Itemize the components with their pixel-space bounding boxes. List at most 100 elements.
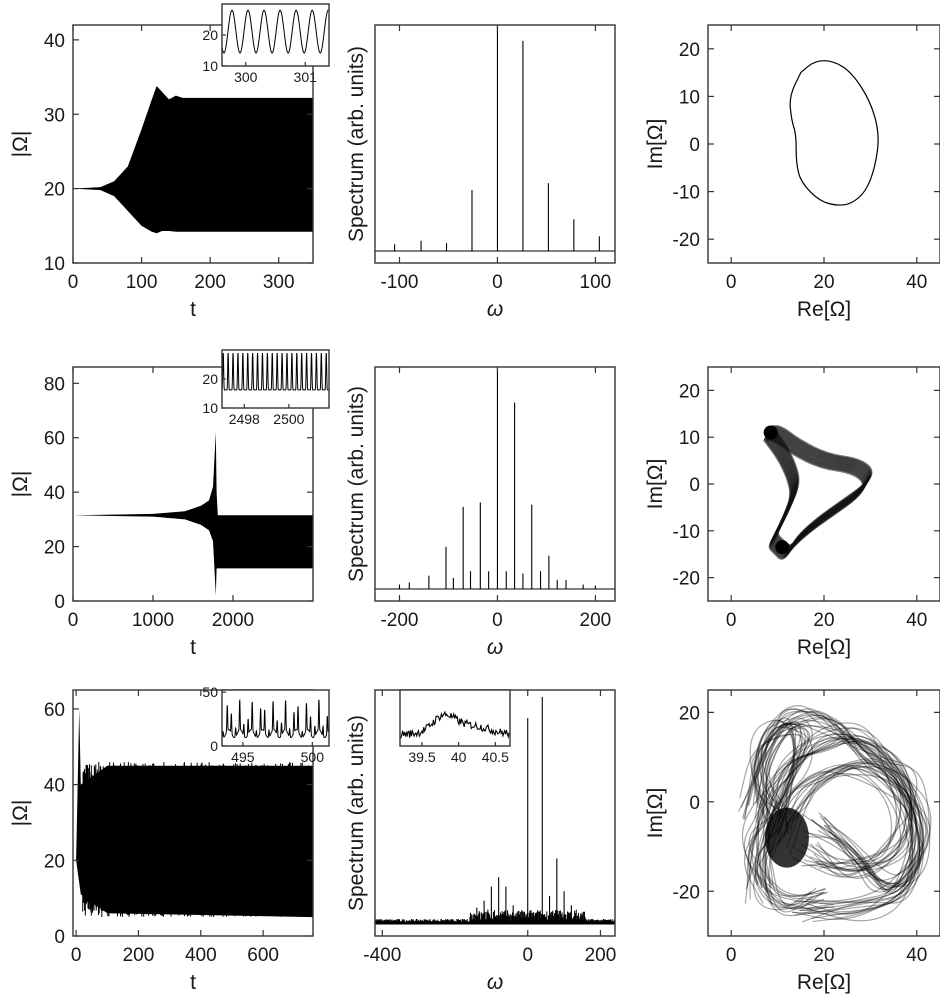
c2-inset: 39.5 40 40.5 bbox=[399, 689, 511, 765]
inset-frame bbox=[221, 689, 330, 747]
inset-spectrum-trace bbox=[399, 710, 510, 739]
c2-plot-area bbox=[375, 697, 615, 925]
phase-trajectory-knot bbox=[763, 425, 778, 440]
y-tick-label: -10 bbox=[673, 522, 700, 543]
phase-trajectory bbox=[746, 727, 913, 922]
y-axis-title: Im[Ω] bbox=[644, 788, 667, 839]
phase-trajectory bbox=[742, 722, 828, 917]
x-axis-title: ω bbox=[487, 298, 503, 321]
time-series-envelope bbox=[73, 432, 313, 596]
phase-trajectory bbox=[765, 719, 931, 888]
x-tick-label: 300 bbox=[263, 272, 295, 293]
c1-frame bbox=[72, 689, 314, 937]
b3-plot-area bbox=[763, 425, 873, 560]
time-series-envelope bbox=[73, 85, 313, 234]
x-tick-label: 0 bbox=[492, 272, 503, 293]
x-tick-label: 400 bbox=[185, 945, 217, 966]
inset-x-tick-label: 39.5 bbox=[408, 749, 435, 765]
phase-trajectory bbox=[742, 723, 834, 906]
phase-trajectory bbox=[741, 722, 912, 911]
phase-trajectory bbox=[783, 765, 908, 872]
y-axis-title: |Ω| bbox=[9, 800, 32, 827]
a2-frame bbox=[374, 24, 616, 264]
b1-plot-area bbox=[73, 432, 313, 596]
y-tick-label: -20 bbox=[673, 882, 700, 903]
spectrum-noise bbox=[375, 909, 615, 924]
a2-plot-area bbox=[375, 25, 615, 252]
y-tick-label: 60 bbox=[44, 429, 65, 450]
y-tick-label: -20 bbox=[673, 569, 700, 590]
a3-plot-area bbox=[789, 60, 879, 206]
inset-y-tick-label: 0 bbox=[210, 738, 218, 754]
x-axis-title: t bbox=[190, 298, 196, 321]
a1-panel: 0 100 200 300 10 20 30 40 t |Ω| 300 301 10 20 bbox=[9, 3, 330, 321]
y-tick-label: 40 bbox=[44, 483, 65, 504]
x-tick-label: 0 bbox=[726, 610, 737, 631]
x-tick-label: -100 bbox=[380, 272, 418, 293]
phase-trajectory bbox=[768, 718, 917, 891]
y-tick-label: -20 bbox=[673, 230, 700, 251]
y-tick-label: 20 bbox=[44, 851, 65, 872]
phase-trajectory bbox=[744, 727, 917, 904]
phase-trajectory bbox=[754, 726, 819, 909]
phase-trajectory bbox=[756, 725, 924, 888]
b1-frame bbox=[72, 366, 314, 602]
inset-x-tick-label: 40 bbox=[451, 749, 467, 765]
y-axis-title: Spectrum (arb. units) bbox=[345, 386, 368, 582]
x-tick-label: -400 bbox=[363, 945, 401, 966]
phase-trajectory bbox=[751, 737, 913, 916]
inset-y-tick-label: 20 bbox=[202, 27, 218, 43]
phase-trajectory bbox=[752, 717, 825, 911]
phase-trajectory bbox=[755, 725, 824, 906]
a3-frame bbox=[707, 24, 940, 264]
phase-trajectory bbox=[760, 727, 826, 896]
phase-trajectory bbox=[739, 733, 812, 909]
inset-x-tick-label: 301 bbox=[294, 69, 318, 85]
phase-trajectory bbox=[765, 717, 921, 893]
y-axis-title: |Ω| bbox=[9, 131, 32, 158]
x-axis-title: Re[Ω] bbox=[797, 298, 851, 321]
phase-trajectory bbox=[754, 714, 914, 893]
y-axis-title: Im[Ω] bbox=[644, 119, 667, 170]
x-tick-label: 20 bbox=[813, 272, 834, 293]
phase-trajectory bbox=[743, 735, 916, 923]
phase-trajectory bbox=[763, 737, 921, 920]
phase-trajectory bbox=[771, 425, 873, 547]
y-tick-label: 40 bbox=[44, 31, 65, 52]
x-tick-label: 600 bbox=[247, 945, 279, 966]
y-tick-label: 80 bbox=[44, 374, 65, 395]
x-axis-title: Re[Ω] bbox=[797, 636, 851, 659]
y-tick-label: 40 bbox=[44, 776, 65, 797]
inset-x-tick-label: 40.5 bbox=[482, 749, 509, 765]
b3-panel: 0 20 40 -20 -10 0 10 20 Re[Ω] Im[Ω] bbox=[644, 366, 940, 659]
y-tick-label: 20 bbox=[44, 538, 65, 559]
phase-trajectory bbox=[789, 60, 879, 206]
b1-inset: 2498 2500 10 20 bbox=[202, 349, 330, 427]
phase-trajectory bbox=[747, 742, 925, 913]
phase-trajectory bbox=[755, 738, 924, 923]
phase-trajectory bbox=[748, 740, 913, 920]
phase-trajectory bbox=[760, 708, 924, 885]
y-tick-label: -10 bbox=[673, 183, 700, 204]
phase-trajectory bbox=[757, 711, 921, 885]
phase-trajectory bbox=[756, 710, 929, 895]
c3-plot-area bbox=[738, 705, 932, 923]
phase-trajectory bbox=[753, 714, 931, 891]
x-axis-title: t bbox=[190, 636, 196, 659]
a1-inset: 300 301 10 20 bbox=[202, 3, 330, 85]
x-tick-label: 20 bbox=[813, 610, 834, 631]
phase-trajectory bbox=[761, 710, 928, 881]
inset-x-tick-label: 495 bbox=[231, 749, 255, 765]
x-tick-label: 0 bbox=[68, 272, 79, 293]
y-tick-label: 10 bbox=[44, 254, 65, 275]
b2-frame bbox=[374, 366, 616, 602]
a1-plot-area bbox=[73, 85, 313, 234]
inset-y-tick-label: 10 bbox=[202, 400, 218, 416]
c3-panel: 0 20 40 -20 0 20 Re[Ω] Im[Ω] bbox=[644, 689, 940, 994]
phase-trajectory bbox=[738, 723, 827, 900]
inset-y-tick-label: 10 bbox=[202, 58, 218, 74]
y-tick-label: 20 bbox=[44, 180, 65, 201]
inset-trace bbox=[222, 698, 329, 739]
phase-trajectory bbox=[753, 705, 923, 884]
y-tick-label: 0 bbox=[54, 927, 65, 948]
